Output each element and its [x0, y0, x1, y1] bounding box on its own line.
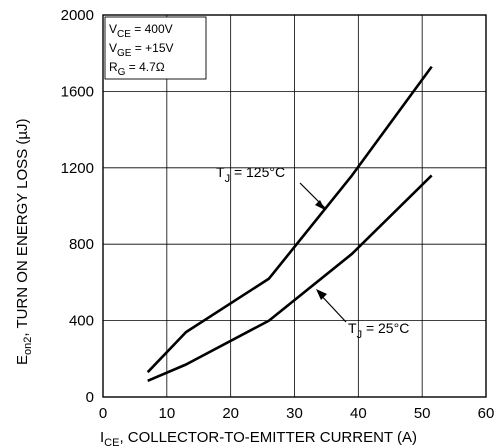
y-tick-label: 400	[69, 313, 94, 330]
x-axis-title: ICE, COLLECTOR-TO-EMITTER CURRENT (A)	[100, 429, 417, 446]
y-tick-label: 0	[86, 389, 94, 406]
x-tick-label: 10	[158, 405, 175, 422]
x-tick-label: 20	[222, 405, 239, 422]
y-tick-label: 2000	[61, 7, 94, 24]
y-axis-title: Eon2, TURN ON ENERGY LOSS (µJ)	[14, 118, 34, 365]
x-tick-label: 40	[350, 405, 367, 422]
arrowhead-125	[315, 200, 325, 210]
arrowhead-25	[316, 289, 327, 300]
series-label-25: TJ = 25°C	[348, 320, 409, 341]
x-tick-label: 0	[99, 405, 107, 422]
y-tick-label: 1200	[61, 160, 94, 177]
x-tick-label: 50	[414, 405, 431, 422]
series-label-125: TJ = 125°C	[216, 164, 285, 185]
x-tick-label: 30	[286, 405, 303, 422]
x-tick-label: 60	[478, 405, 495, 422]
y-tick-label: 800	[69, 236, 94, 253]
y-tick-label: 1600	[61, 83, 94, 100]
series-line-25c	[148, 175, 432, 380]
